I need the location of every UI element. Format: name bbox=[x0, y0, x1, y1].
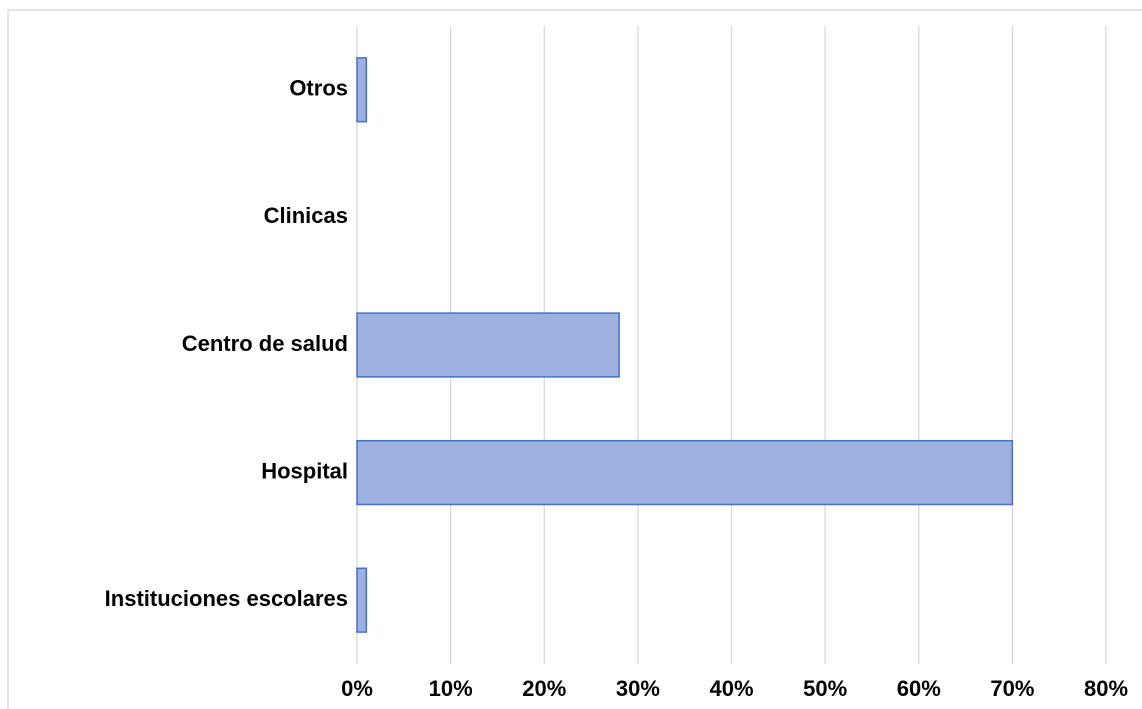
y-tick-label: Instituciones escolares bbox=[105, 586, 348, 611]
x-tick-label: 10% bbox=[429, 676, 473, 701]
x-tick-label: 50% bbox=[803, 676, 847, 701]
x-tick-label: 0% bbox=[341, 676, 373, 701]
y-tick-label: Otros bbox=[289, 76, 348, 101]
bar bbox=[356, 57, 368, 123]
bar bbox=[356, 567, 368, 633]
chart-frame bbox=[7, 9, 1142, 709]
x-tick-label: 70% bbox=[990, 676, 1034, 701]
x-tick-label: 40% bbox=[709, 676, 753, 701]
x-tick-label: 30% bbox=[616, 676, 660, 701]
x-tick-label: 80% bbox=[1084, 676, 1128, 701]
x-tick-label: 60% bbox=[897, 676, 941, 701]
x-tick-label: 20% bbox=[522, 676, 566, 701]
y-tick-label: Centro de salud bbox=[182, 331, 348, 356]
y-tick-label: Hospital bbox=[261, 458, 348, 483]
y-tick-label: Clinicas bbox=[264, 203, 348, 228]
bar bbox=[356, 312, 620, 378]
bar bbox=[356, 439, 1014, 506]
